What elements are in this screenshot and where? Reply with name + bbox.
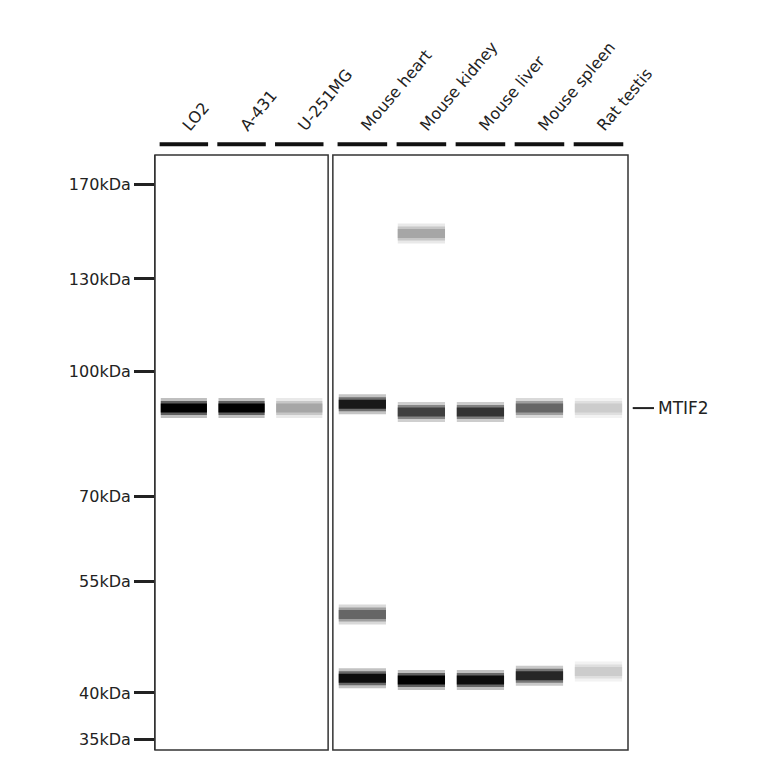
- svg-text:Mouse heart: Mouse heart: [357, 46, 436, 135]
- svg-text:MTIF2: MTIF2: [658, 398, 709, 418]
- svg-text:70kDa: 70kDa: [79, 487, 131, 506]
- svg-text:130kDa: 130kDa: [69, 270, 131, 289]
- svg-text:U-251MG: U-251MG: [294, 65, 356, 134]
- svg-text:55kDa: 55kDa: [79, 572, 131, 591]
- svg-text:100kDa: 100kDa: [69, 362, 131, 381]
- svg-text:Mouse kidney: Mouse kidney: [416, 38, 501, 135]
- svg-text:Mouse liver: Mouse liver: [475, 52, 549, 135]
- svg-text:A-431: A-431: [236, 86, 281, 134]
- svg-text:LO2: LO2: [178, 98, 213, 134]
- svg-text:35kDa: 35kDa: [79, 730, 131, 749]
- svg-text:170kDa: 170kDa: [69, 175, 131, 194]
- svg-text:Rat testis: Rat testis: [593, 65, 656, 135]
- svg-text:Mouse spleen: Mouse spleen: [534, 38, 619, 134]
- svg-text:40kDa: 40kDa: [79, 684, 131, 703]
